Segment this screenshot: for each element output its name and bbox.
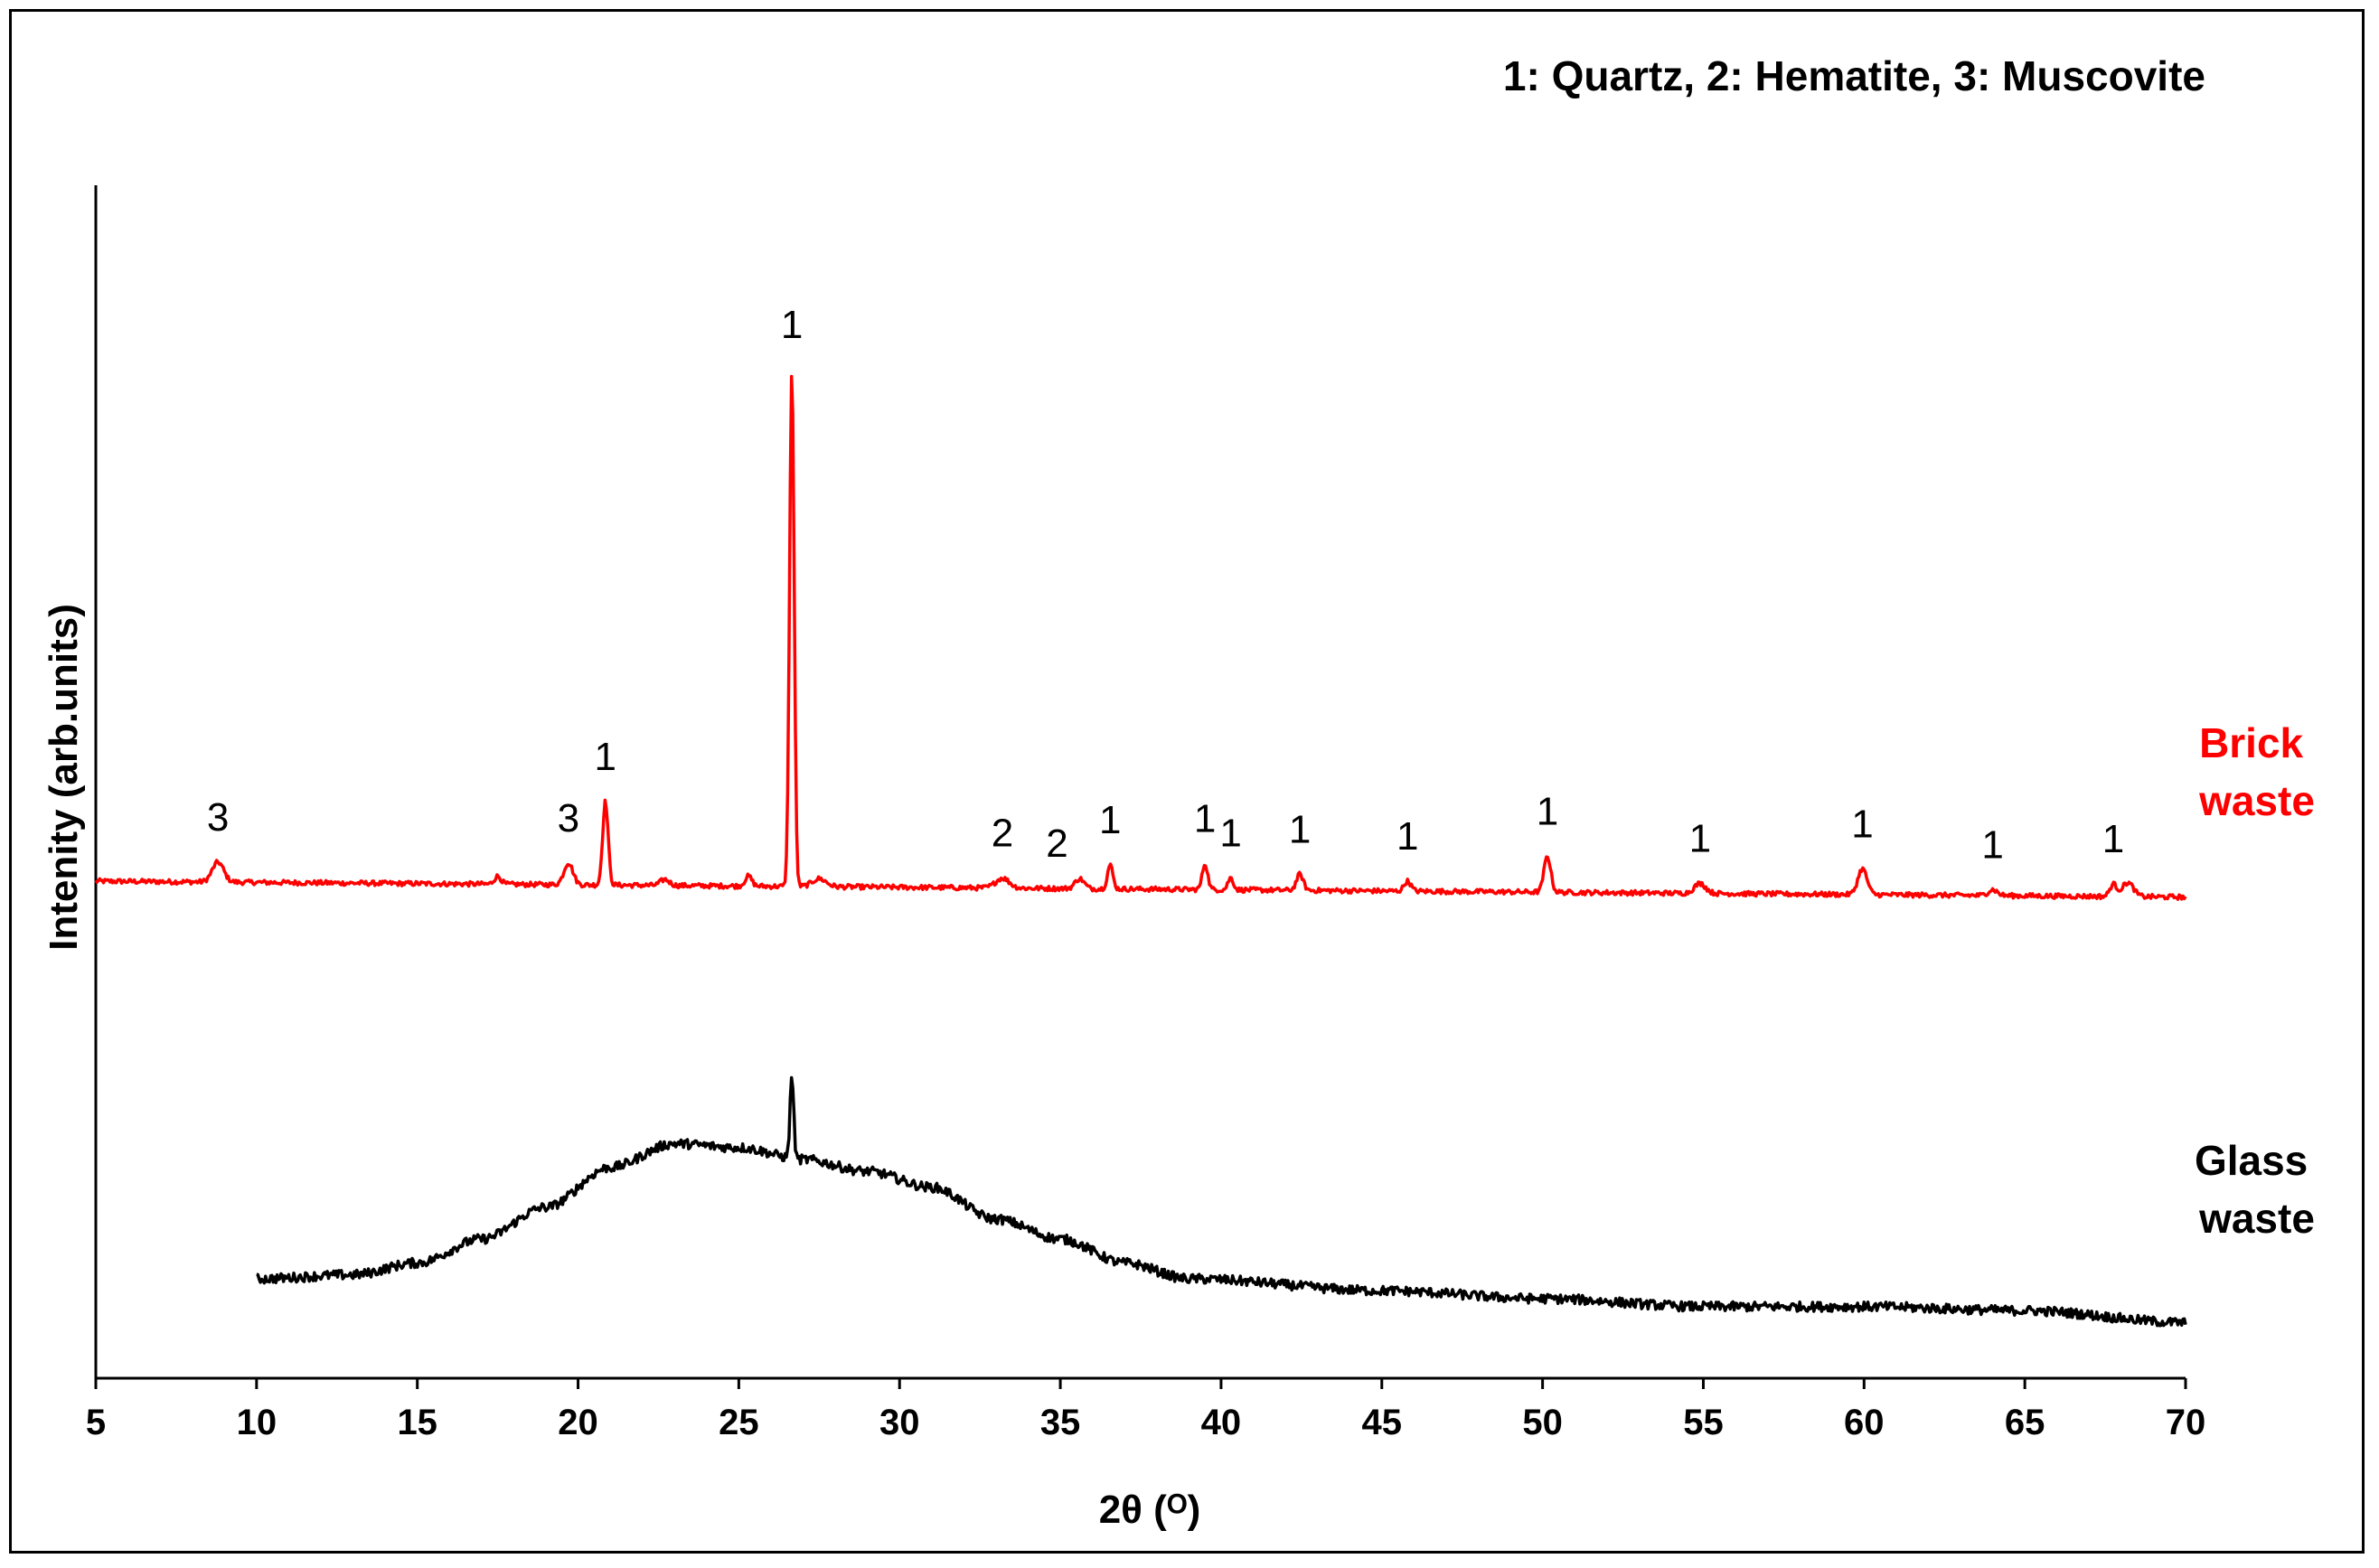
brick-waste-label: Brick waste xyxy=(2198,719,2315,824)
x-tick-label: 25 xyxy=(719,1403,759,1442)
peak-label: 1 xyxy=(1851,802,1873,846)
peak-label: 3 xyxy=(558,796,579,840)
x-tick-label: 15 xyxy=(397,1403,437,1442)
x-tick-label: 5 xyxy=(86,1403,106,1442)
x-tick-label: 50 xyxy=(1522,1403,1563,1442)
y-axis-title: Intenity (arb.units) xyxy=(42,604,86,951)
glass-waste-series-line xyxy=(256,1075,2187,1328)
x-tick-label: 45 xyxy=(1362,1403,1403,1442)
peak-label: 2 xyxy=(1046,822,1067,866)
glass-label-line-1: Glass xyxy=(2195,1137,2308,1184)
peak-label: 2 xyxy=(992,812,1013,856)
brick-label-line-2: waste xyxy=(2198,777,2315,824)
x-tick-label: 35 xyxy=(1040,1403,1081,1442)
peak-label: 1 xyxy=(2102,817,2124,861)
peak-label: 1 xyxy=(595,735,616,779)
peak-label: 1 xyxy=(1099,798,1121,842)
peak-label: 1 xyxy=(781,303,803,347)
series-layer xyxy=(94,374,2187,1328)
peak-label: 3 xyxy=(207,795,229,840)
peak-label: 1 xyxy=(1689,817,1711,861)
brick-waste-series-line xyxy=(94,374,2187,901)
x-tick-label: 55 xyxy=(1683,1403,1724,1442)
peak-label: 1 xyxy=(1289,808,1311,852)
x-tick-label: 65 xyxy=(2005,1403,2045,1442)
x-tick-label: 30 xyxy=(879,1403,920,1442)
glass-label-line-2: waste xyxy=(2198,1195,2315,1242)
x-tick-label: 70 xyxy=(2166,1403,2206,1442)
peak-label: 1 xyxy=(1219,811,1241,855)
x-tick-label: 60 xyxy=(1844,1403,1885,1442)
peak-label: 1 xyxy=(1194,797,1216,841)
figure-frame xyxy=(9,9,2365,1554)
phase-legend: 1: Quartz, 2: Hematite, 3: Muscovite xyxy=(1503,52,2205,99)
x-tick-label: 10 xyxy=(237,1403,277,1442)
peak-label: 1 xyxy=(1396,814,1418,859)
x-axis-title: 2θ (ᴼ) xyxy=(1099,1488,1201,1532)
x-tick-label: 20 xyxy=(558,1403,598,1442)
peak-label: 1 xyxy=(1981,822,2003,867)
peak-label: 1 xyxy=(1537,790,1558,834)
axes: 5 10 15 20 25 30 35 40 45 50 55 60 65 70 xyxy=(86,185,2205,1442)
glass-waste-label: Glass waste xyxy=(2195,1137,2319,1242)
x-tick-label: 40 xyxy=(1201,1403,1242,1442)
brick-label-line-1: Brick xyxy=(2199,719,2303,766)
